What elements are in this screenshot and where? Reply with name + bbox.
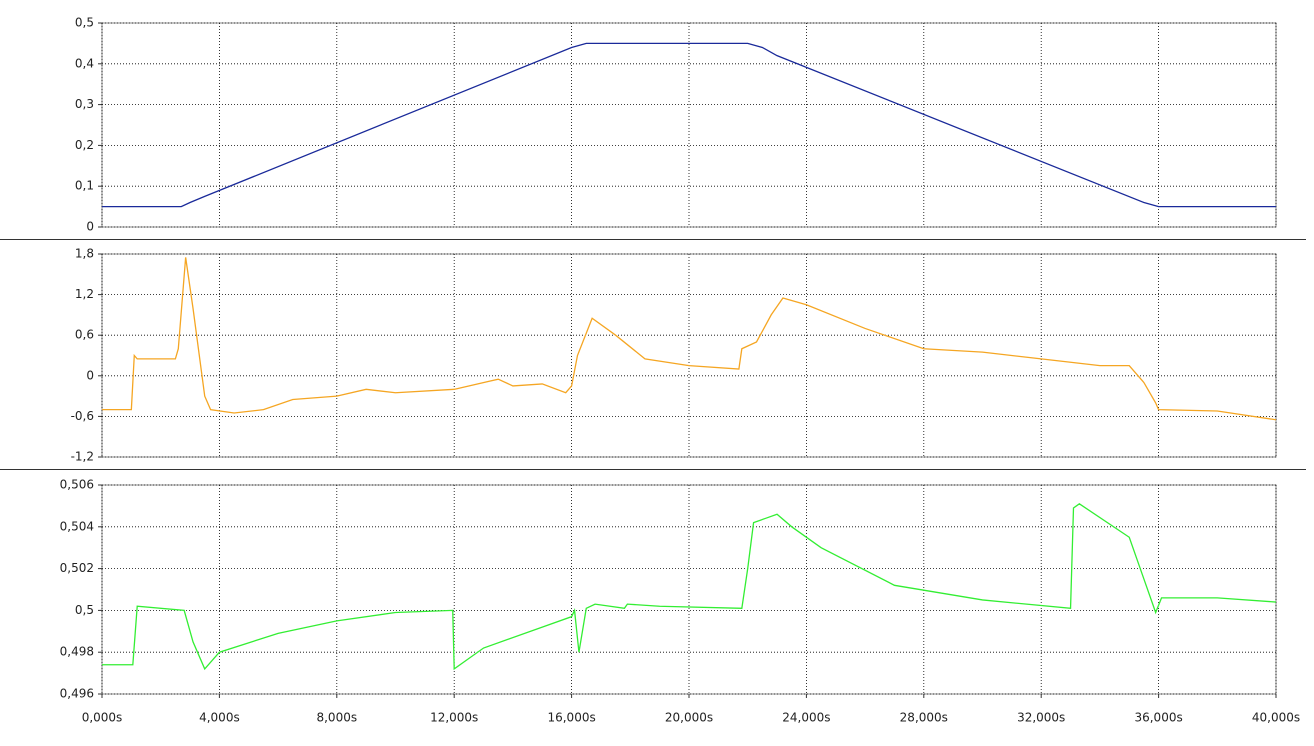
data-line [102, 42, 1276, 208]
x-tick-label: 20,000s [665, 711, 713, 725]
y-tick-label: 0 [86, 220, 94, 234]
y-tick-label: 0,498 [60, 645, 94, 659]
x-tick-label: 28,000s [900, 711, 948, 725]
y-tick-label: 0,6 [75, 328, 94, 342]
y-tick-label: 0,2 [75, 138, 94, 152]
x-tick-label: 12,000s [430, 711, 478, 725]
y-tick-label: 0,5 [75, 603, 94, 617]
x-tick-label: 40,000s [1252, 711, 1300, 725]
y-tick-label: 1,8 [75, 247, 94, 261]
x-tick-label: 8,000s [316, 711, 357, 725]
y-tick-label: -1,2 [71, 450, 94, 464]
x-tick-label: 16,000s [547, 711, 595, 725]
x-tick-label: 32,000s [1017, 711, 1065, 725]
y-tick-label: 0,504 [60, 519, 94, 533]
x-tick-label: 36,000s [1134, 711, 1182, 725]
y-tick-label: 0,506 [60, 478, 94, 492]
y-tick-label: 0,502 [60, 561, 94, 575]
y-tick-label: 0,5 [75, 16, 94, 30]
y-tick-label: -0,6 [71, 409, 94, 423]
data-line [102, 503, 1277, 671]
y-tick-label: 0 [86, 368, 94, 382]
y-tick-label: 0,4 [75, 56, 94, 70]
y-tick-label: 0,1 [75, 179, 94, 193]
y-tick-label: 0,3 [75, 97, 94, 111]
y-tick-label: 1,2 [75, 287, 94, 301]
data-line [102, 257, 1277, 421]
y-tick-label: 0,496 [60, 687, 94, 701]
x-tick-label: 24,000s [782, 711, 830, 725]
x-tick-label: 0,000s [82, 711, 123, 725]
x-tick-label: 4,000s [199, 711, 240, 725]
